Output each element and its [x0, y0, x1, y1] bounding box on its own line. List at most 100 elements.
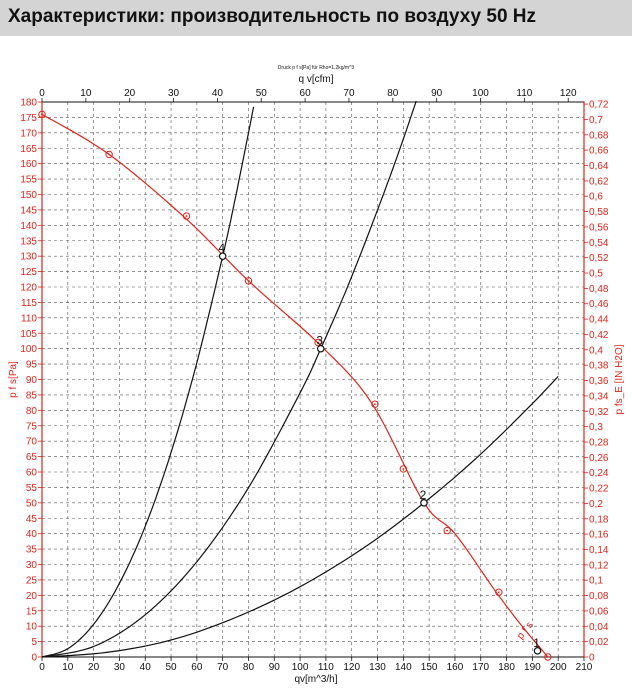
- y-tick-label: 175: [20, 113, 37, 124]
- x-tick-label: 0: [39, 662, 45, 673]
- y-tick-label: 145: [20, 205, 37, 216]
- right-tick-label: 0,36: [589, 376, 609, 387]
- y-tick-label: 20: [26, 591, 38, 602]
- top-tick-label: 0: [39, 88, 45, 99]
- top-tick-label: 80: [387, 88, 399, 99]
- top-tick-label: 50: [256, 88, 268, 99]
- y-tick-label: 95: [26, 360, 38, 371]
- right-tick-label: 0,06: [589, 606, 609, 617]
- operating-point-4: [218, 252, 227, 260]
- top-tick-label: 60: [300, 88, 312, 99]
- x-tick-label: 20: [88, 662, 100, 673]
- y-tick-label: 120: [20, 283, 37, 294]
- x-tick-label: 30: [114, 662, 126, 673]
- right-tick-label: 0,7: [589, 115, 603, 126]
- right-tick-label: 0,34: [589, 391, 609, 402]
- x-tick-label: 190: [524, 662, 541, 673]
- right-tick-label: 0,52: [589, 253, 609, 264]
- right-tick-label: 0,26: [589, 453, 609, 464]
- fan-curve-marker-dot: [247, 279, 250, 282]
- right-tick-label: 0,3: [589, 422, 603, 433]
- fan-curve-marker: [443, 526, 451, 535]
- y-tick-label: 130: [20, 252, 37, 263]
- fan-curve-marker: [399, 465, 408, 473]
- y-tick-label: 50: [26, 498, 38, 509]
- x-tick-label: 40: [140, 662, 152, 673]
- fan-curve-marker: [38, 110, 46, 119]
- right-tick-label: 0,16: [589, 530, 609, 541]
- fan-curve-marker: [544, 653, 552, 661]
- top-axis-label: q v[cfm]: [298, 74, 333, 85]
- right-tick-label: 0,32: [589, 407, 609, 418]
- y-tick-label: 150: [20, 190, 37, 201]
- right-tick-label: 0,5: [589, 269, 603, 280]
- x-tick-label: 50: [165, 662, 177, 673]
- top-tick-label: 120: [560, 88, 577, 99]
- y-tick-label: 110: [21, 313, 37, 324]
- right-tick-label: 0,14: [589, 545, 609, 556]
- operating-point-1: [533, 647, 542, 655]
- x-tick-label: 110: [318, 662, 334, 673]
- fan-curve-marker-dot: [108, 153, 111, 156]
- right-tick-label: 0,4: [589, 345, 603, 356]
- right-tick-label: 0,28: [589, 437, 609, 448]
- right-tick-label: 0,48: [589, 284, 609, 295]
- fan-curve-marker-dot: [446, 529, 449, 532]
- right-tick-label: 0,58: [589, 207, 609, 218]
- fan-performance-chart: Druck p f s[Pa] für Rho=1,2kg/m^30 10 20 30…: [8, 65, 625, 685]
- y-tick-label: 25: [26, 575, 38, 586]
- x-tick-label: 10: [62, 662, 74, 673]
- right-tick-label: 0,2: [589, 499, 603, 510]
- x-axis-label: qv[m^3/h]: [294, 674, 337, 685]
- x-tick-label: 210: [576, 662, 593, 673]
- chart-subtitle: Druck p f s[Pa] für Rho=1,2kg/m^3: [278, 65, 355, 71]
- fan-curve-marker-dot: [41, 113, 43, 116]
- top-tick-label: 20: [124, 88, 136, 99]
- top-tick-label: 10: [80, 88, 92, 99]
- fan-curve-marker: [371, 400, 379, 408]
- top-tick-label: 110: [516, 88, 532, 99]
- system-curve-2: [41, 375, 559, 658]
- fan-curve-marker-dot: [185, 215, 188, 217]
- top-tick-label: 90: [431, 88, 443, 99]
- fan-curve-marker: [314, 338, 322, 347]
- y-tick-label: 5: [31, 637, 37, 648]
- y-tick-label: 45: [26, 514, 38, 525]
- operating-point-label-1: 1: [533, 636, 540, 650]
- y-tick-label: 55: [26, 483, 38, 494]
- y-tick-label: 125: [20, 267, 37, 278]
- y-tick-label: 165: [20, 144, 37, 155]
- x-tick-label: 60: [191, 662, 203, 673]
- right-tick-label: 0,54: [589, 238, 609, 249]
- right-tick-label: 0,64: [589, 161, 609, 172]
- right-tick-label: 0,46: [589, 299, 609, 310]
- y-axis-label: p f s[Pa]: [8, 361, 19, 398]
- y-tick-label: 100: [20, 344, 37, 355]
- right-tick-label: 0,02: [589, 637, 609, 648]
- x-tick-label: 140: [395, 662, 412, 673]
- y-tick-label: 30: [26, 560, 38, 571]
- y-tick-label: 105: [20, 329, 37, 340]
- right-tick-label: 0,44: [589, 315, 609, 326]
- y-tick-label: 60: [26, 468, 38, 479]
- right-axis-label: p fs_E [IN H2O]: [614, 344, 625, 414]
- right-tick-label: 0,08: [589, 591, 609, 602]
- fan-curve-marker-dot: [497, 591, 500, 594]
- x-tick-label: 180: [498, 662, 515, 673]
- x-tick-label: 70: [217, 662, 229, 673]
- fan-curve-marker-dot: [317, 341, 320, 344]
- right-tick-label: 0,04: [589, 622, 609, 633]
- right-tick-label: 0,1: [589, 576, 603, 587]
- fan-curve-marker: [495, 588, 503, 596]
- x-tick-label: 120: [343, 662, 360, 673]
- right-tick-label: 0,68: [589, 130, 609, 141]
- x-tick-label: 130: [369, 662, 386, 673]
- right-tick-label: 0,56: [589, 222, 609, 233]
- y-tick-label: 140: [20, 221, 37, 232]
- y-tick-label: 115: [21, 298, 37, 309]
- system-curve-3: [41, 100, 417, 658]
- y-tick-label: 155: [20, 175, 37, 186]
- top-tick-label: 70: [343, 88, 355, 99]
- y-tick-label: 0: [31, 653, 37, 664]
- right-tick-label: 0,6: [589, 192, 603, 203]
